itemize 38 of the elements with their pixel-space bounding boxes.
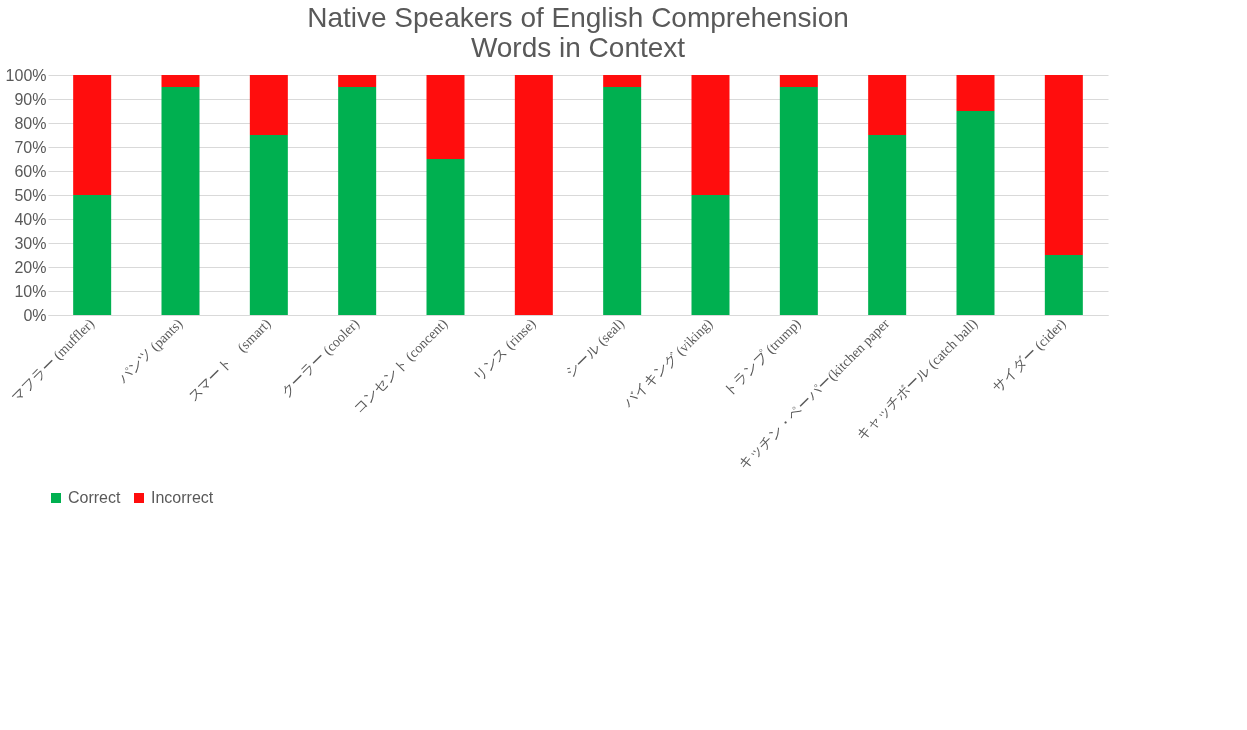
bar xyxy=(161,87,200,315)
bar xyxy=(779,87,818,315)
y-tick-label: 90% xyxy=(14,90,47,108)
bar xyxy=(338,87,377,315)
bar xyxy=(249,75,288,135)
bar xyxy=(1044,75,1083,255)
y-tick-label: 0% xyxy=(23,306,47,324)
bar xyxy=(691,195,730,315)
y-tick-label: 50% xyxy=(14,186,47,204)
bar xyxy=(426,75,465,159)
bar xyxy=(956,75,995,111)
legend-label: Incorrect xyxy=(151,489,214,506)
bar xyxy=(868,135,907,315)
bar xyxy=(956,111,995,315)
text: Native Speakers of English Comprehension xyxy=(307,2,849,33)
bar xyxy=(249,135,288,315)
bar xyxy=(691,75,730,195)
y-tick-label: 10% xyxy=(14,282,47,300)
bar xyxy=(73,195,112,315)
y-tick-label: 30% xyxy=(14,234,47,252)
y-tick-label: 80% xyxy=(14,114,47,132)
y-tick-label: 70% xyxy=(14,138,47,156)
y-tick-label: 40% xyxy=(14,210,47,228)
y-tick-label: 20% xyxy=(14,258,47,276)
bar xyxy=(161,75,200,87)
bar xyxy=(868,75,907,135)
bar xyxy=(1044,255,1083,315)
bar xyxy=(603,75,642,87)
bar xyxy=(338,75,377,87)
bar xyxy=(73,75,112,195)
y-tick-label: 60% xyxy=(14,162,47,180)
legend-label: Correct xyxy=(68,489,122,506)
bar xyxy=(779,75,818,87)
bar xyxy=(426,159,465,315)
y-tick-label: 100% xyxy=(5,66,47,84)
bar xyxy=(603,87,642,315)
bar xyxy=(514,75,553,315)
text: Words in Context xyxy=(470,32,686,63)
